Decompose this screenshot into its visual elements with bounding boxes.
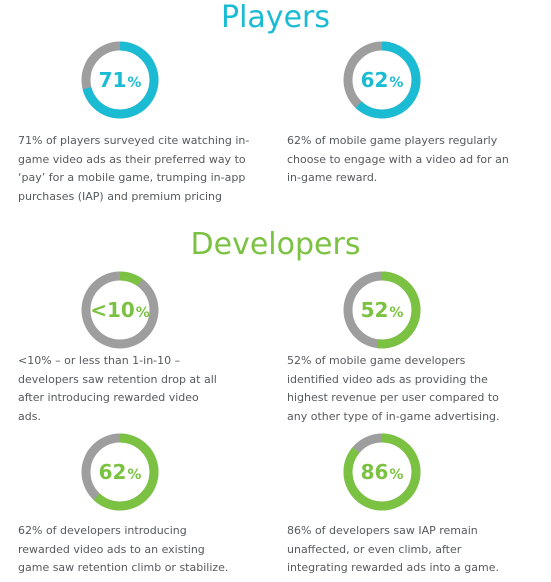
developer-stat-description: 62% of developers introducing rewarded v… <box>18 524 229 574</box>
player-stat-description: 71% of players surveyed cite watching in… <box>18 134 250 203</box>
player-stat-description: 62% of mobile game players regularly cho… <box>287 134 509 184</box>
developer-stat-description: 86% of developers saw IAP remain unaffec… <box>287 524 499 574</box>
stat-value: 86 <box>360 460 389 484</box>
stat-unit: % <box>389 304 404 321</box>
developer-stat-ring: 86% <box>342 432 422 512</box>
stat-value: 62 <box>98 460 127 484</box>
developer-stat-description: 52% of mobile game developers identified… <box>287 354 500 423</box>
ring-progress-arc <box>343 433 421 511</box>
player-stat-ring: 71% <box>80 40 160 120</box>
ring-progress-arc <box>343 41 421 119</box>
player-stat-ring: 62% <box>342 40 422 120</box>
developer-stat-ring: 62% <box>80 432 160 512</box>
stat-value: 71 <box>98 68 127 92</box>
ring-progress-arc <box>81 41 159 119</box>
players-heading: Players <box>221 0 330 35</box>
stat-value: 62 <box>360 68 389 92</box>
stat-unit: % <box>127 74 142 91</box>
ring-progress-arc <box>81 433 159 511</box>
developer-stat-ring: 52% <box>342 270 422 350</box>
stat-unit: % <box>135 304 150 321</box>
developer-stat-description: <10% – or less than 1-in-10 – developers… <box>18 354 217 423</box>
stat-unit: % <box>127 466 142 483</box>
stat-unit: % <box>389 466 404 483</box>
developer-stat-ring: <10% <box>80 270 160 350</box>
stat-unit: % <box>389 74 404 91</box>
ring-progress-arc <box>343 271 421 349</box>
stat-value: <10 <box>90 298 135 322</box>
ring-progress-arc <box>81 271 159 349</box>
stat-value: 52 <box>360 298 389 322</box>
developers-heading: Developers <box>190 227 361 262</box>
